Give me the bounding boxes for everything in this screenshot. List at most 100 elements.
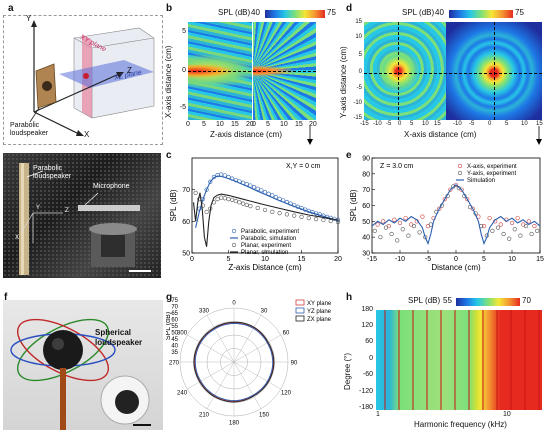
d-colorbar <box>449 10 513 18</box>
data-point <box>487 216 492 221</box>
polar-spoke <box>233 361 262 409</box>
legend-swatch <box>295 307 305 314</box>
d-xtick: 15 <box>434 121 441 127</box>
data-point <box>495 225 501 230</box>
radial-tick-label: 50 <box>171 331 178 337</box>
d-xtick: 15 <box>536 121 543 127</box>
d-vline-2 <box>494 22 495 120</box>
polar-spoke <box>206 361 235 409</box>
data-point <box>406 233 411 238</box>
data-point <box>277 210 282 216</box>
data-point <box>240 201 246 206</box>
polar-spoke <box>233 361 281 390</box>
data-point <box>222 196 227 201</box>
d-xtick: -10 <box>373 121 382 127</box>
data-point <box>237 200 242 205</box>
x-tick-label: 10 <box>261 256 269 263</box>
h-colorbar-max: 70 <box>522 296 531 305</box>
b-colorbar-label: SPL (dB) <box>218 8 251 17</box>
data-point <box>451 184 456 189</box>
d-xtick: 5 <box>505 121 509 127</box>
x-tick-label: -5 <box>425 256 431 263</box>
data-point <box>255 205 260 211</box>
radial-tick-label: 35 <box>171 350 178 356</box>
polar-angle-label: 90 <box>291 361 298 367</box>
h-xtick-10: 10 <box>503 411 511 418</box>
data-point <box>501 231 506 237</box>
h-ytick: -180 <box>358 404 373 411</box>
data-point <box>251 185 257 190</box>
panel-f-photo: Spherical loudspeaker <box>3 300 163 430</box>
legend-entry: Parabolic, simulation <box>241 236 296 242</box>
legend-entry: Y-axis, experiment <box>467 171 516 177</box>
h-xlabel: Harmonic frequency (kHz) <box>414 420 507 429</box>
data-point <box>244 202 249 207</box>
b-ytick-m5: -5 <box>179 104 186 111</box>
d-yticks: 15 10 5 0 -5 -10 -15 <box>349 19 363 122</box>
data-point <box>321 217 326 223</box>
legend-entry: Simulation <box>467 178 495 184</box>
data-point <box>299 214 304 219</box>
radial-tick-label: 75 <box>171 298 178 304</box>
b-ytick-0: 0 <box>182 67 186 74</box>
data-point <box>270 209 275 214</box>
data-point <box>200 203 206 208</box>
data-point <box>392 217 397 222</box>
y-tick-label: 60 <box>362 203 370 210</box>
data-point <box>498 222 503 227</box>
data-point <box>448 187 453 192</box>
legend-marker <box>457 163 463 169</box>
polar-spoke <box>233 315 262 363</box>
data-point <box>204 209 209 214</box>
panel-a-schematic: Y Z X XY plane XZ plane Parabolic loudsp… <box>3 14 163 145</box>
data-point <box>259 188 264 193</box>
data-point <box>193 190 198 195</box>
x-tick-label: 10 <box>508 256 516 263</box>
d-arrow-icon <box>536 126 542 145</box>
h-ytick: 120 <box>361 322 373 329</box>
data-point <box>204 187 209 192</box>
data-point <box>381 219 386 224</box>
speaker-callout: Parabolic loudspeaker <box>10 122 49 137</box>
h-colorbar <box>456 298 520 306</box>
data-point <box>529 231 534 237</box>
x-tick-label: 15 <box>298 256 306 263</box>
x-tick-label: 5 <box>227 256 231 263</box>
h-colorbar-min: 55 <box>443 296 452 305</box>
legend-marker <box>231 228 237 234</box>
d-ylabel: Y-axis distance (cm) <box>339 46 348 118</box>
legend-entry: YZ plane <box>307 309 332 315</box>
data-point <box>284 212 289 217</box>
h-ytick: 0 <box>369 355 373 362</box>
x-tick-label: 0 <box>190 256 194 263</box>
d-ytick: -5 <box>356 85 362 91</box>
b-xtick: 5 <box>202 121 206 128</box>
b-xtick: 20 <box>309 121 317 128</box>
polar-spoke <box>206 315 235 363</box>
y-tick-label: 70 <box>362 187 370 194</box>
b-xtick: 15 <box>295 121 303 128</box>
series-line <box>192 192 339 247</box>
data-point <box>403 216 408 221</box>
legend-marker <box>231 242 237 248</box>
data-point <box>512 227 517 232</box>
panel-c-label: c <box>166 150 172 161</box>
b-xtick: 10 <box>280 121 288 128</box>
data-point <box>490 228 495 233</box>
d-xtick: -10 <box>453 121 462 127</box>
polar-angle-label: 60 <box>283 331 290 337</box>
b-xlabel: Z-axis distance (cm) <box>210 130 283 139</box>
data-point <box>523 223 529 229</box>
legend-marker <box>457 170 463 176</box>
h-ytick: 60 <box>365 338 373 345</box>
b-xtick: 20 <box>246 121 254 128</box>
radial-tick-label: 40 <box>171 344 178 350</box>
polar-angle-label: 120 <box>281 391 292 397</box>
d-ytick: -15 <box>353 115 362 121</box>
d-colorbar-min: 40 <box>435 8 444 17</box>
panel-e-label: e <box>346 150 352 161</box>
legend-entry: Parabolic, experiment <box>241 229 299 235</box>
data-point <box>262 207 268 213</box>
photo-speaker-label: Parabolic loudspeaker <box>33 165 72 180</box>
y-tick-label: 90 <box>362 156 370 163</box>
